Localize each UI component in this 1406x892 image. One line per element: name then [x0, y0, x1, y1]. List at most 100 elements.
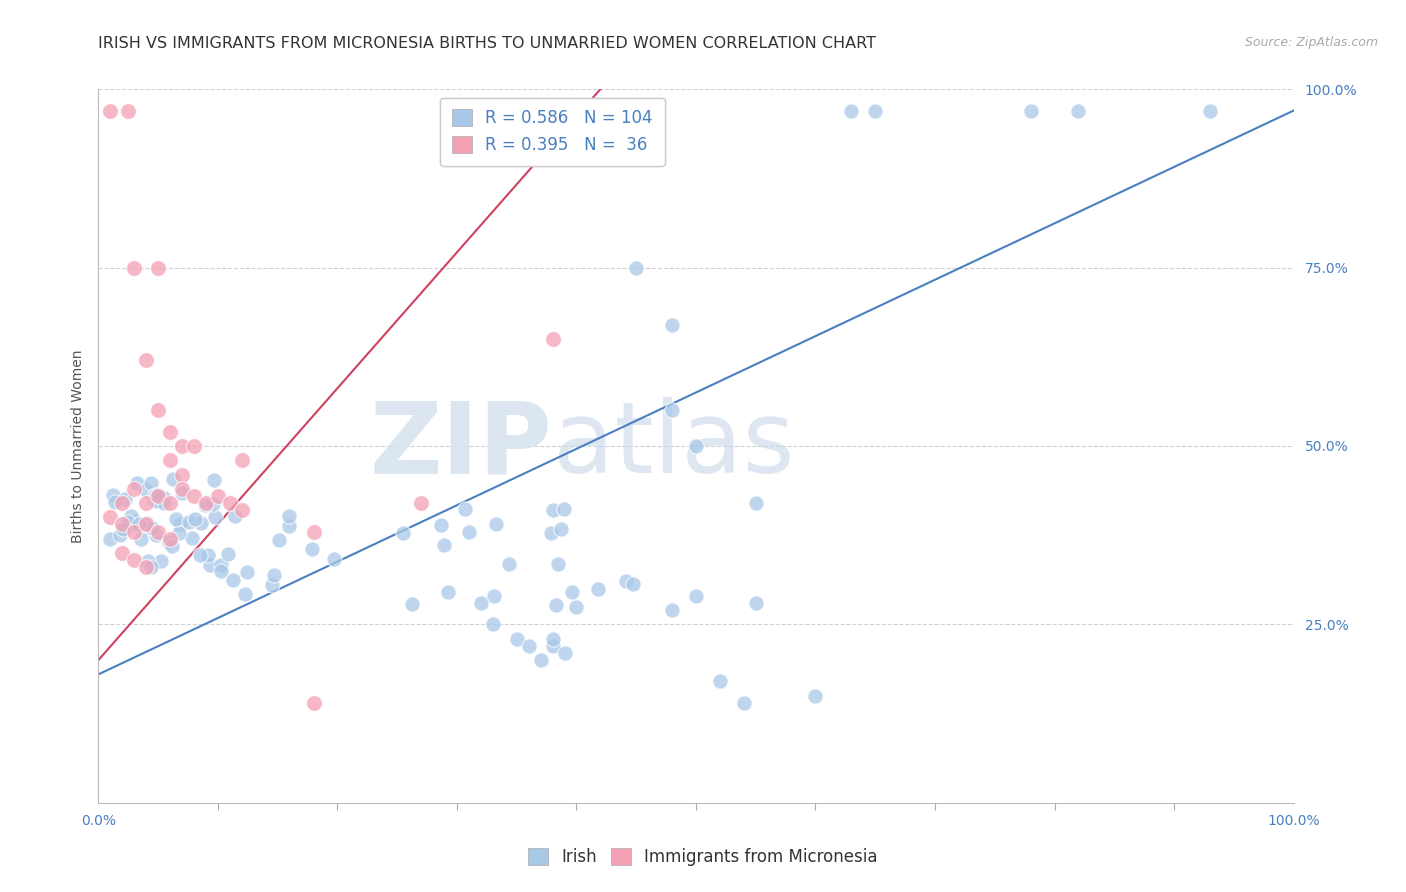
Point	[277, 519, 299, 533]
Point	[184, 512, 207, 526]
Point	[553, 502, 575, 516]
Point	[145, 488, 167, 502]
Point	[804, 689, 827, 703]
Point	[159, 496, 181, 510]
Point	[621, 577, 644, 591]
Point	[162, 472, 184, 486]
Point	[194, 498, 217, 512]
Point	[541, 639, 564, 653]
Point	[661, 603, 683, 617]
Point	[165, 512, 187, 526]
Point	[124, 482, 146, 496]
Point	[197, 548, 219, 562]
Point	[188, 548, 211, 562]
Point	[554, 646, 576, 660]
Point	[302, 524, 325, 539]
Point	[148, 260, 170, 275]
Point	[685, 439, 707, 453]
Point	[160, 539, 183, 553]
Text: ZIP: ZIP	[370, 398, 553, 494]
Point	[454, 502, 477, 516]
Point	[141, 521, 163, 535]
Point	[111, 517, 134, 532]
Point	[148, 489, 170, 503]
Point	[586, 582, 609, 596]
Point	[159, 425, 181, 439]
Point	[135, 353, 157, 368]
Point	[204, 510, 226, 524]
Point	[661, 403, 683, 417]
Point	[141, 560, 163, 574]
Point	[167, 525, 190, 540]
Point	[117, 103, 139, 118]
Point	[101, 488, 124, 502]
Point	[148, 403, 170, 417]
Point	[498, 558, 520, 572]
Point	[485, 516, 508, 531]
Point	[183, 489, 205, 503]
Point	[177, 515, 200, 529]
Point	[190, 516, 212, 531]
Point	[222, 573, 245, 587]
Text: atlas: atlas	[553, 398, 794, 494]
Point	[153, 496, 176, 510]
Point	[111, 496, 134, 510]
Point	[172, 482, 194, 496]
Point	[120, 509, 142, 524]
Point	[322, 552, 344, 566]
Point	[124, 524, 146, 539]
Point	[481, 617, 505, 632]
Point	[135, 516, 157, 530]
Point	[145, 527, 167, 541]
Point	[614, 574, 637, 588]
Point	[169, 516, 191, 531]
Text: IRISH VS IMMIGRANTS FROM MICRONESIA BIRTHS TO UNMARRIED WOMEN CORRELATION CHART: IRISH VS IMMIGRANTS FROM MICRONESIA BIRT…	[98, 36, 876, 51]
Point	[150, 554, 173, 568]
Point	[437, 585, 460, 599]
Point	[224, 509, 246, 524]
Point	[733, 696, 755, 710]
Point	[231, 453, 253, 467]
Point	[565, 599, 588, 614]
Point	[201, 497, 224, 511]
Point	[98, 510, 122, 524]
Point	[143, 488, 166, 502]
Point	[530, 653, 553, 667]
Point	[626, 260, 648, 275]
Point	[263, 567, 285, 582]
Point	[1199, 103, 1222, 118]
Point	[124, 514, 146, 528]
Point	[136, 554, 159, 568]
Point	[111, 546, 134, 560]
Point	[157, 534, 180, 549]
Point	[128, 517, 150, 532]
Point	[541, 502, 564, 516]
Point	[302, 696, 325, 710]
Point	[135, 483, 157, 497]
Point	[540, 526, 562, 541]
Legend: Irish, Immigrants from Micronesia: Irish, Immigrants from Micronesia	[520, 840, 886, 875]
Point	[108, 528, 131, 542]
Point	[172, 467, 194, 482]
Point	[148, 524, 170, 539]
Point	[114, 491, 136, 506]
Point	[233, 587, 256, 601]
Point	[141, 476, 163, 491]
Point	[541, 332, 564, 346]
Point	[745, 496, 768, 510]
Point	[135, 496, 157, 510]
Y-axis label: Births to Unmarried Women: Births to Unmarried Women	[70, 350, 84, 542]
Point	[709, 674, 731, 689]
Point	[544, 599, 567, 613]
Point	[217, 547, 239, 561]
Point	[124, 260, 146, 275]
Point	[209, 565, 232, 579]
Point	[172, 439, 194, 453]
Point	[745, 596, 768, 610]
Point	[180, 531, 202, 545]
Text: Source: ZipAtlas.com: Source: ZipAtlas.com	[1244, 36, 1378, 49]
Point	[269, 533, 291, 547]
Point	[202, 473, 225, 487]
Point	[159, 453, 181, 467]
Point	[129, 533, 152, 547]
